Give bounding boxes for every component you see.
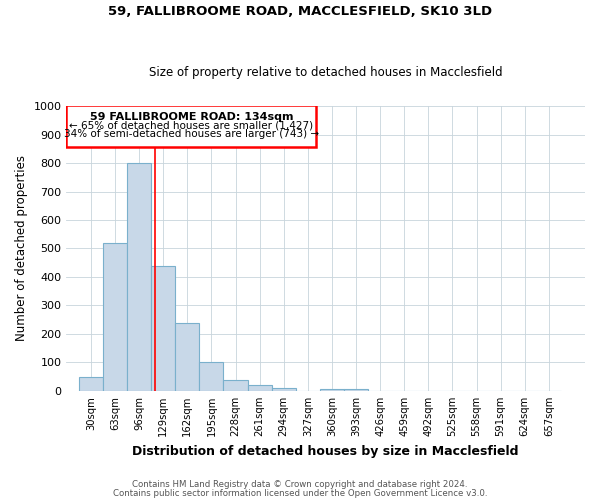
Bar (248, 385, 272, 391)
Y-axis label: Number of detached properties: Number of detached properties (15, 156, 28, 342)
Text: 59, FALLIBROOME ROAD, MACCLESFIELD, SK10 3LD: 59, FALLIBROOME ROAD, MACCLESFIELD, SK10… (108, 5, 492, 18)
Bar (127, 163, 151, 391)
Text: 34% of semi-detached houses are larger (743) →: 34% of semi-detached houses are larger (… (64, 130, 319, 140)
Bar (103, 243, 127, 391)
Bar (199, 362, 223, 391)
Bar (79, 376, 103, 391)
Bar (223, 380, 248, 391)
Text: ← 65% of detached houses are smaller (1,427): ← 65% of detached houses are smaller (1,… (69, 121, 313, 131)
FancyBboxPatch shape (67, 106, 316, 148)
Bar (175, 322, 199, 391)
Text: 59 FALLIBROOME ROAD: 134sqm: 59 FALLIBROOME ROAD: 134sqm (89, 112, 293, 122)
Title: Size of property relative to detached houses in Macclesfield: Size of property relative to detached ho… (149, 66, 503, 78)
Bar (151, 266, 175, 391)
Bar (272, 388, 296, 391)
Text: Contains public sector information licensed under the Open Government Licence v3: Contains public sector information licen… (113, 489, 487, 498)
X-axis label: Distribution of detached houses by size in Macclesfield: Distribution of detached houses by size … (133, 444, 519, 458)
Text: Contains HM Land Registry data © Crown copyright and database right 2024.: Contains HM Land Registry data © Crown c… (132, 480, 468, 489)
Bar (344, 388, 368, 391)
Bar (320, 388, 344, 391)
